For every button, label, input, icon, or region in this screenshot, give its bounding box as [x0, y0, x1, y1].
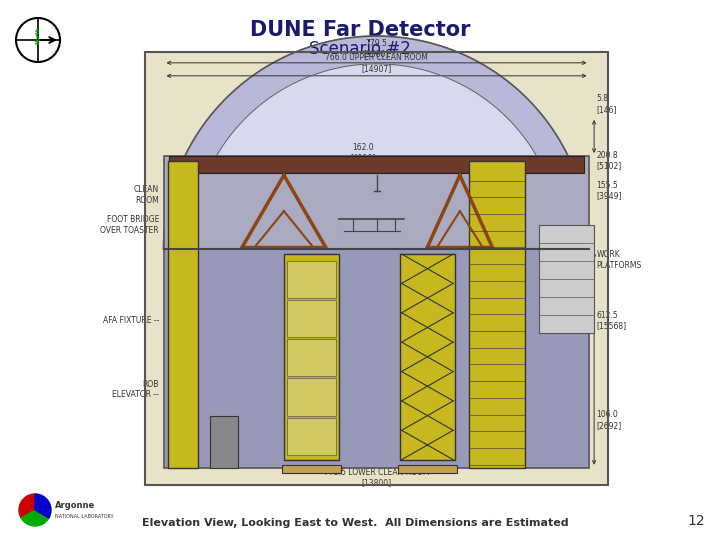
- Text: AFA FIXTURE --: AFA FIXTURE --: [102, 316, 159, 325]
- Text: 779.5
[9380]: 779.5 [9380]: [364, 39, 390, 58]
- Bar: [400, 254, 455, 460]
- Bar: [287, 261, 336, 298]
- Text: FOOT BRIDGE
OVER TOASTER: FOOT BRIDGE OVER TOASTER: [100, 215, 159, 235]
- Polygon shape: [192, 64, 562, 249]
- Bar: [397, 465, 457, 472]
- Text: 162.0
[4116]
TO HOOK: 162.0 [4116] TO HOOK: [345, 143, 380, 173]
- Text: 612.5
[15568]: 612.5 [15568]: [596, 310, 626, 330]
- Text: 106.0
[2692]: 106.0 [2692]: [596, 410, 621, 430]
- Text: 12: 12: [688, 514, 705, 528]
- Wedge shape: [19, 494, 35, 518]
- Text: 5.8
[146]: 5.8 [146]: [596, 94, 617, 113]
- Bar: [163, 249, 590, 468]
- Text: 86.9
[2207]
111 HOOKS: 86.9 [2207] 111 HOOKS: [319, 186, 360, 207]
- Text: Scenario #2: Scenario #2: [309, 40, 411, 58]
- Bar: [287, 379, 336, 416]
- Text: 200.8
[5102]: 200.8 [5102]: [596, 151, 621, 170]
- Text: WORK
PLATFORMS: WORK PLATFORMS: [596, 250, 642, 269]
- Text: ROB
ELEVATOR --: ROB ELEVATOR --: [112, 380, 159, 400]
- Wedge shape: [35, 494, 51, 518]
- Wedge shape: [21, 510, 49, 526]
- Bar: [287, 300, 336, 338]
- Bar: [145, 52, 608, 485]
- Text: CPA FIXTURE: CPA FIXTURE: [274, 398, 324, 407]
- Text: Argonne: Argonne: [55, 501, 95, 510]
- Bar: [284, 254, 339, 460]
- Text: NATIONAL LABORATORY: NATIONAL LABORATORY: [55, 514, 114, 518]
- Text: 155.5
[3949]: 155.5 [3949]: [596, 181, 622, 200]
- Bar: [168, 161, 198, 468]
- Text: 775.5 LOWER CLEAN ROOM
[13800]: 775.5 LOWER CLEAN ROOM [13800]: [324, 468, 429, 487]
- Text: Elevation View, Looking East to West.  All Dimensions are Estimated: Elevation View, Looking East to West. Al…: [142, 518, 568, 528]
- Bar: [163, 156, 590, 249]
- Bar: [168, 156, 585, 173]
- Text: 2 x T-33: 2 x T-33: [361, 207, 392, 217]
- Text: 766.0 UPPER CLEAN ROOM
[14907]: 766.0 UPPER CLEAN ROOM [14907]: [325, 53, 428, 73]
- Text: MOVABLE
LIFT: MOVABLE LIFT: [432, 259, 469, 278]
- Text: DUNE Far Detector: DUNE Far Detector: [250, 20, 470, 40]
- Bar: [539, 225, 594, 333]
- Text: North: North: [35, 26, 40, 44]
- Bar: [287, 339, 336, 376]
- Text: CLEAN
ROOM: CLEAN ROOM: [134, 185, 159, 205]
- Bar: [287, 417, 336, 455]
- Bar: [469, 161, 525, 468]
- Bar: [145, 52, 608, 485]
- Bar: [282, 465, 341, 472]
- Text: VTC: VTC: [413, 164, 428, 173]
- Bar: [210, 416, 238, 468]
- Polygon shape: [163, 36, 590, 249]
